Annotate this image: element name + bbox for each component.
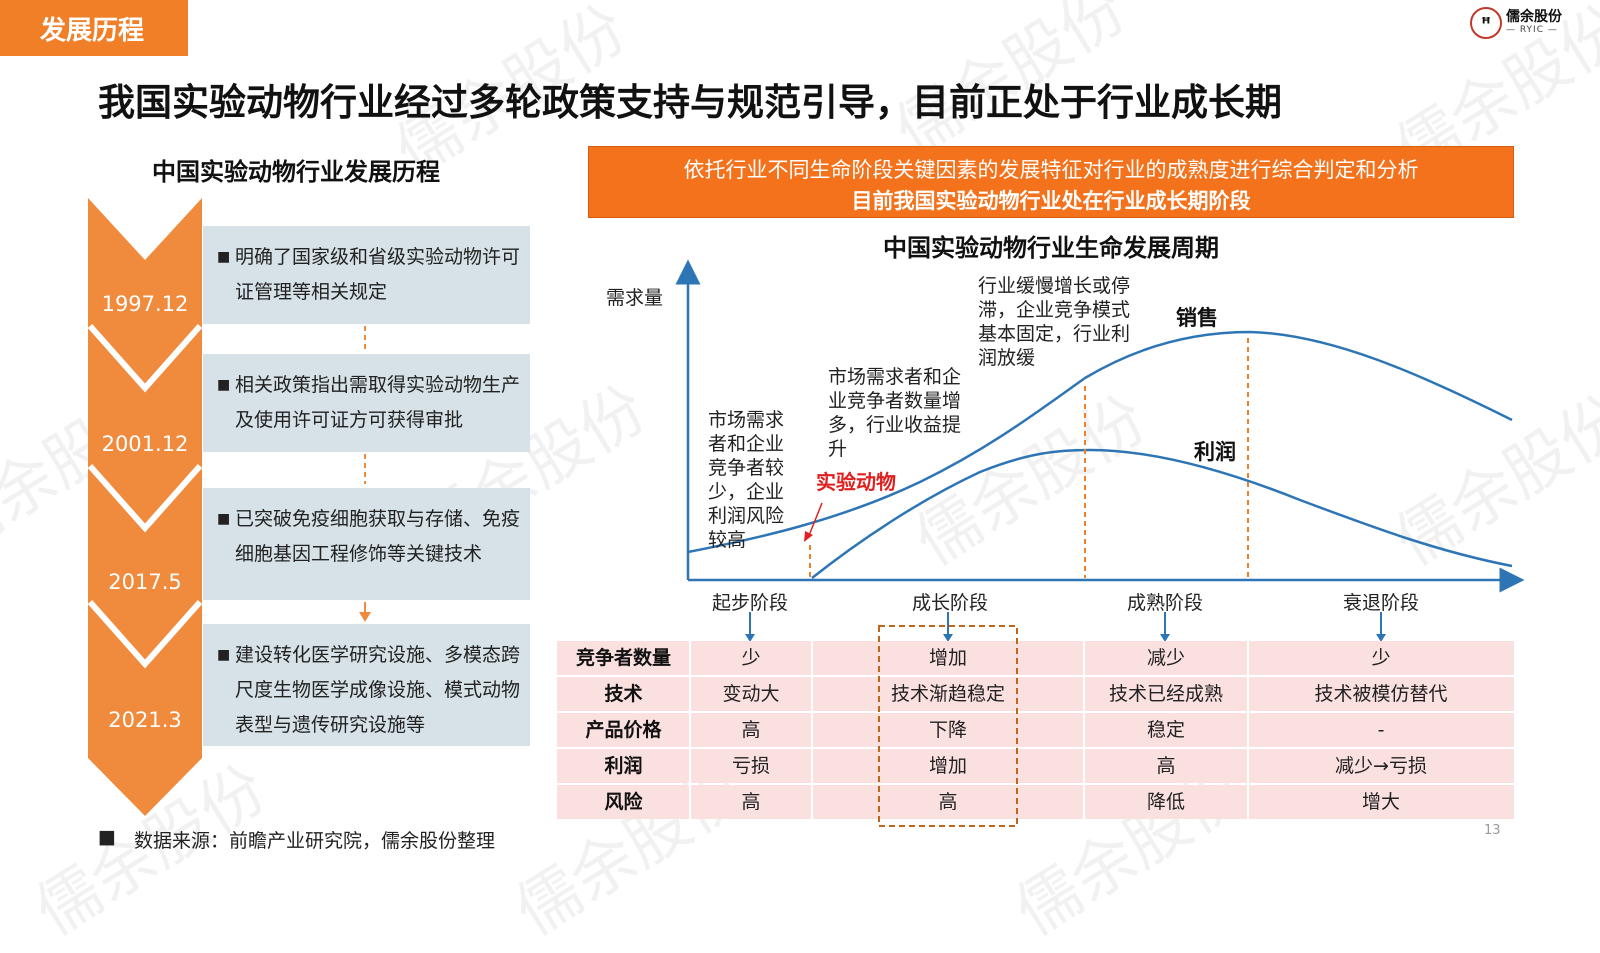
profit-curve — [811, 448, 1513, 579]
table-grid — [878, 625, 1018, 827]
bullet-icon: ■ — [217, 249, 231, 265]
row-header: 竞争者数量 — [575, 647, 671, 669]
table-row — [557, 785, 1514, 819]
mature-stage-note: 行业缓慢增长或停滞，企业竞争模式基本固定，行业利润放缓 — [978, 275, 1131, 369]
page-title: 我国实验动物行业经过多轮政策支持与规范引导，目前正处于行业成长期 — [98, 81, 1282, 124]
table-cell: - — [1377, 719, 1385, 741]
marker-label: 实验动物 — [816, 470, 896, 494]
bullet-icon: ■ — [217, 511, 231, 527]
event-text: 明确了国家级和省级实验动物许可证管理等相关规定 — [235, 246, 521, 303]
y-axis-label: 需求量 — [606, 287, 664, 309]
bullet-icon: ■ — [98, 826, 116, 848]
lifecycle-diagram — [675, 259, 1525, 642]
sales-curve — [687, 330, 1513, 554]
growth-stage-note: 市场需求者和企业竞争者数量增多，行业收益提升 — [828, 366, 962, 460]
row-header: 技术 — [604, 683, 643, 705]
table-cell: 稳定 — [1146, 719, 1185, 741]
table-cell: 技术被模仿替代 — [1314, 683, 1448, 705]
table-cell: 少 — [741, 647, 761, 669]
table-cell: 下降 — [928, 719, 967, 741]
timeline-event: ■ 相关政策指出需取得实验动物生产及使用许可证方可获得审批 — [203, 354, 530, 452]
timeline-arrow — [88, 198, 202, 816]
table-row — [557, 713, 1514, 747]
table-cell: 增大 — [1361, 791, 1400, 813]
stage-label: 成长阶段 — [911, 592, 988, 614]
marker-arrow — [807, 502, 823, 539]
timeline-date: 2001.12 — [101, 432, 189, 456]
source-text: 数据来源：前瞻产业研究院，儒余股份整理 — [133, 830, 495, 852]
table-cell: 减少→亏损 — [1335, 755, 1427, 777]
table-cell: 高 — [1156, 755, 1176, 777]
growth-highlight-box — [878, 625, 1018, 827]
profit-label: 利润 — [1194, 440, 1236, 464]
stage-label: 起步阶段 — [711, 592, 788, 614]
row-header: 利润 — [604, 755, 643, 777]
logo-mark-icon: ꟸ — [1470, 7, 1502, 39]
bullet-icon: ■ — [217, 377, 231, 393]
table-cell: 变动大 — [722, 683, 780, 705]
timeline-date: 1997.12 — [101, 292, 189, 316]
section-tag: 发展历程 — [0, 0, 188, 56]
sales-label: 销售 — [1176, 306, 1218, 330]
stage-label: 成熟阶段 — [1126, 592, 1203, 614]
banner-line-2: 目前我国实验动物行业处在行业成长期阶段 — [851, 189, 1251, 213]
table-cell: 增加 — [928, 755, 967, 777]
table-cell: 增加 — [928, 647, 967, 669]
logo-subtitle: — RYIC — — [1506, 24, 1558, 35]
timeline-title: 中国实验动物行业发展历程 — [152, 158, 440, 186]
event-text: 已突破免疫细胞获取与存储、免疫细胞基因工程修饰等关键技术 — [235, 508, 521, 565]
banner-line-1: 依托行业不同生命阶段关键因素的发展特征对行业的成熟度进行综合判定和分析 — [683, 158, 1419, 182]
row-header: 风险 — [604, 791, 643, 813]
page-number: 13 — [1484, 823, 1501, 838]
table-cell: 技术渐趋稳定 — [890, 683, 1005, 705]
timeline-date: 2021.3 — [108, 708, 182, 732]
lifecycle-title: 中国实验动物行业生命发展周期 — [883, 234, 1219, 262]
table-cell: 少 — [1371, 647, 1391, 669]
bullet-icon: ■ — [217, 647, 231, 663]
table-cell: 高 — [938, 791, 958, 813]
conclusion-banner: 依托行业不同生命阶段关键因素的发展特征对行业的成熟度进行综合判定和分析 目前我国… — [588, 146, 1514, 218]
table-cell: 亏损 — [731, 755, 770, 777]
table-cell: 高 — [741, 719, 761, 741]
timeline-event: ■ 建设转化医学研究设施、多模态跨尺度生物医学成像设施、模式动物表型与遗传研究设施… — [203, 624, 530, 746]
table-cell: 高 — [741, 791, 761, 813]
row-header: 产品价格 — [585, 719, 662, 741]
timeline-date: 2017.5 — [108, 570, 182, 594]
logo-name: 儒余股份 — [1506, 9, 1562, 26]
company-logo: ꟸ 儒余股份 — RYIC — — [1470, 4, 1590, 42]
timeline-connectors — [359, 326, 371, 622]
start-stage-note: 市场需求者和企业竞争者较少，企业利润风险较高 — [708, 409, 785, 551]
table-row — [557, 641, 1514, 675]
event-text: 相关政策指出需取得实验动物生产及使用许可证方可获得审批 — [235, 374, 521, 431]
stage-label: 衰退阶段 — [1342, 592, 1419, 614]
table-row — [557, 749, 1514, 783]
table-cell: 减少 — [1146, 647, 1185, 669]
data-source: ■ 数据来源：前瞻产业研究院，儒余股份整理 — [98, 826, 495, 853]
timeline-event: ■ 已突破免疫细胞获取与存储、免疫细胞基因工程修饰等关键技术 — [203, 488, 530, 600]
timeline-event: ■ 明确了国家级和省级实验动物许可证管理等相关规定 — [203, 226, 530, 324]
table-cell: 降低 — [1146, 791, 1185, 813]
table-cell: 技术已经成熟 — [1108, 683, 1223, 705]
event-text: 建设转化医学研究设施、多模态跨尺度生物医学成像设施、模式动物表型与遗传研究设施等 — [235, 644, 521, 736]
table-row — [557, 677, 1514, 711]
